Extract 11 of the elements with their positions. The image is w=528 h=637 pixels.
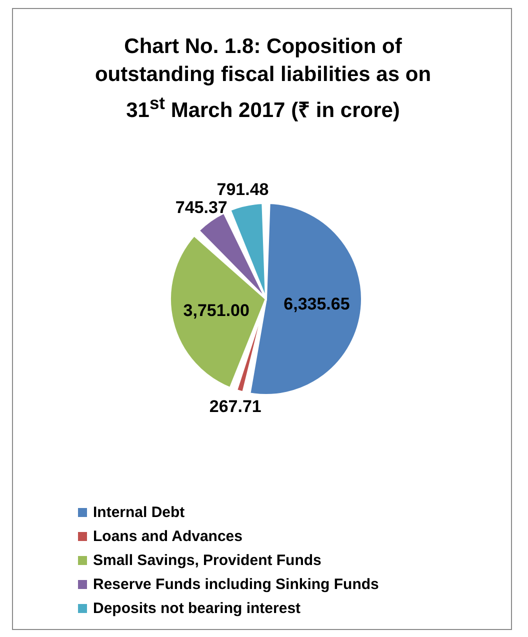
data-label: 267.71 — [209, 397, 262, 416]
legend-label: Loans and Advances — [93, 528, 242, 545]
legend-label: Internal Debt — [93, 504, 185, 521]
legend-label: Small Savings, Provident Funds — [93, 552, 322, 569]
legend-label: Reserve Funds including Sinking Funds — [93, 576, 379, 593]
data-label: 3,751.00 — [183, 301, 250, 320]
chart-title: Chart No. 1.8: Coposition of outstanding fiscal liabilities as on 31$^{st}$ March 2017 (₹ in crore) — [94, 34, 432, 124]
data-label: 745.37 — [175, 198, 228, 218]
data-label: 791.48 — [216, 180, 269, 199]
legend-label: Deposits not bearing interest — [93, 600, 301, 617]
data-label: 6,335.65 — [284, 294, 350, 314]
